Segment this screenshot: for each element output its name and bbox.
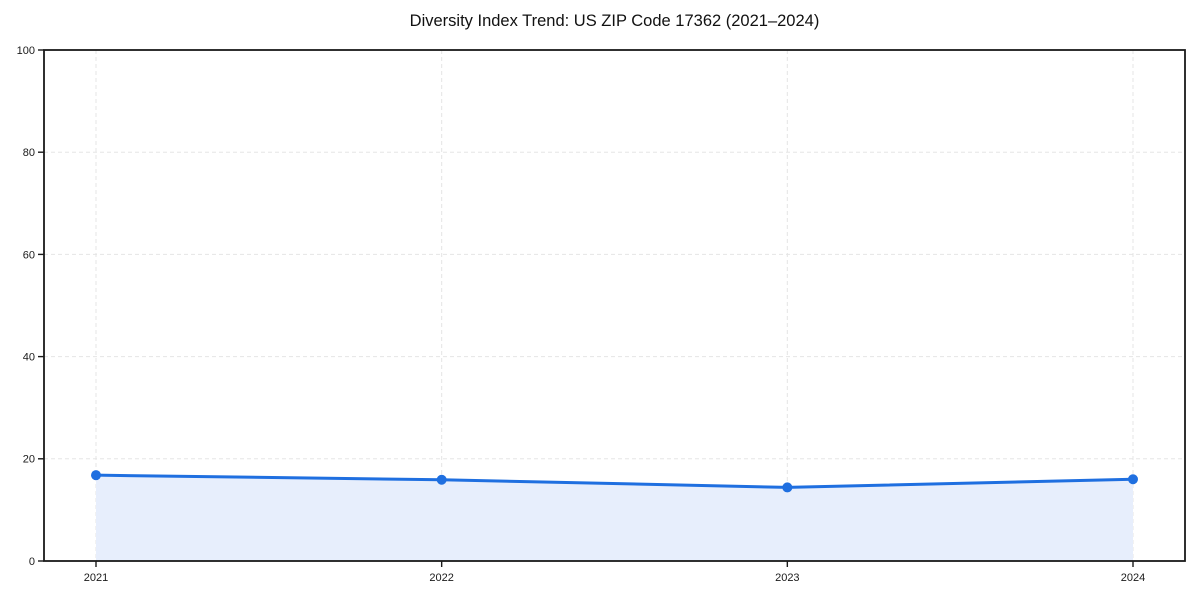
series-line	[94, 473, 1135, 489]
chart-title: Diversity Index Trend: US ZIP Code 17362…	[409, 12, 820, 30]
x-tick-label-2022: 2022	[429, 572, 453, 584]
x-tick-label-2024: 2024	[1121, 572, 1145, 584]
y-tick-label-40: 40	[23, 351, 35, 363]
y-tick-label-20: 20	[23, 454, 35, 466]
data-point-2023	[782, 482, 793, 493]
series-area-fill	[96, 475, 1133, 561]
x-tick-label-2023: 2023	[775, 572, 799, 584]
data-point-2022	[436, 474, 447, 485]
x-tick-label-2021: 2021	[84, 572, 108, 584]
y-tick-label-100: 100	[17, 45, 35, 57]
data-point-2021	[91, 470, 101, 481]
y-tick-label-60: 60	[23, 249, 35, 261]
data-point-2024	[1128, 474, 1138, 485]
y-tick-label-80: 80	[23, 147, 35, 159]
y-tick-label-0: 0	[29, 556, 35, 568]
plot-spines	[43, 49, 1186, 562]
